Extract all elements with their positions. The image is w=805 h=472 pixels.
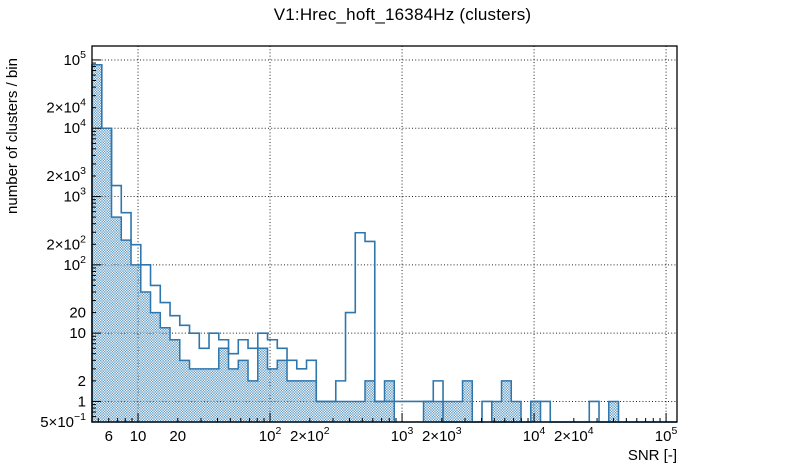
y-tick-label: 104: [63, 117, 86, 137]
x-tick-label: 102: [259, 425, 282, 445]
y-tick-label: 2: [78, 373, 86, 390]
x-tick-label: 2×102: [290, 425, 330, 445]
plot-frame: [91, 45, 678, 423]
x-tick-labels: 6 10 20 102 2×102 103 2×103 104 2×104 105: [105, 425, 678, 445]
axis-ticks: [92, 59, 667, 423]
x-tick-label: 103: [391, 425, 414, 445]
x-tick-label: 105: [655, 425, 678, 445]
y-tick-label: 102: [63, 254, 86, 274]
x-tick-label: 10: [130, 428, 147, 445]
y-tick-label: 103: [63, 186, 86, 206]
y-tick-label: 20: [69, 305, 86, 322]
x-tick-label: 2×104: [554, 425, 594, 445]
x-tick-label: 6: [105, 428, 113, 445]
x-tick-label: 104: [523, 425, 546, 445]
y-tick-label: 2×102: [46, 233, 86, 253]
y-tick-label: 10: [69, 325, 86, 342]
histogram-outline: [91, 63, 678, 423]
y-tick-label: 5×10−1: [40, 411, 86, 431]
y-tick-label: 2×103: [46, 165, 86, 185]
y-tick-label: 105: [63, 49, 86, 69]
x-axis-title: SNR [-]: [627, 447, 677, 464]
y-tick-label: 2×104: [46, 97, 86, 117]
y-tick-label: 1: [78, 393, 86, 410]
histogram-filled-hatched: [91, 64, 678, 423]
x-tick-label: 2×103: [422, 425, 462, 445]
x-tick-label: 20: [169, 428, 186, 445]
chart-title: V1:Hrec_hoft_16384Hz (clusters): [273, 5, 532, 24]
